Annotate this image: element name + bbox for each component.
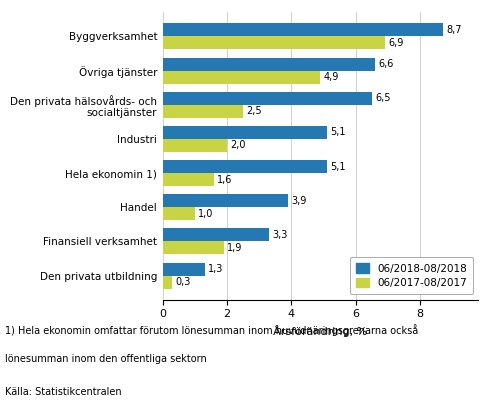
Bar: [163, 194, 288, 207]
Text: 8,7: 8,7: [446, 25, 461, 35]
Bar: [163, 105, 243, 118]
Text: 1,0: 1,0: [198, 209, 213, 219]
Bar: [163, 160, 327, 173]
Bar: [163, 92, 372, 105]
Bar: [163, 37, 385, 50]
Bar: [163, 23, 443, 37]
Legend: 06/2018-08/2018, 06/2017-08/2017: 06/2018-08/2018, 06/2017-08/2017: [350, 257, 473, 294]
Bar: [163, 139, 227, 152]
X-axis label: Årsförändring, %: Årsförändring, %: [273, 325, 368, 337]
Bar: [163, 57, 375, 71]
Text: lönesumman inom den offentliga sektorn: lönesumman inom den offentliga sektorn: [5, 354, 207, 364]
Text: 4,9: 4,9: [324, 72, 339, 82]
Text: 5,1: 5,1: [330, 161, 346, 171]
Bar: [163, 173, 214, 186]
Text: 2,5: 2,5: [246, 106, 262, 116]
Text: 3,9: 3,9: [291, 196, 307, 206]
Text: 3,3: 3,3: [272, 230, 287, 240]
Text: 1,9: 1,9: [227, 243, 243, 253]
Bar: [163, 71, 320, 84]
Text: 0,3: 0,3: [176, 277, 191, 287]
Text: Källa: Statistikcentralen: Källa: Statistikcentralen: [5, 387, 122, 397]
Text: 1) Hela ekonomin omfattar förutom lönesumman inom huvudnäringsgrenarna också: 1) Hela ekonomin omfattar förutom lönesu…: [5, 324, 418, 337]
Text: 1,3: 1,3: [208, 264, 223, 274]
Text: 6,5: 6,5: [375, 93, 390, 103]
Bar: [163, 241, 224, 255]
Bar: [163, 262, 205, 275]
Bar: [163, 228, 269, 241]
Bar: [163, 207, 195, 220]
Text: 5,1: 5,1: [330, 127, 346, 137]
Text: 6,9: 6,9: [388, 38, 403, 48]
Text: 2,0: 2,0: [230, 141, 246, 151]
Text: 6,6: 6,6: [379, 59, 394, 69]
Bar: [163, 126, 327, 139]
Bar: [163, 275, 173, 289]
Text: 1,6: 1,6: [217, 175, 233, 185]
